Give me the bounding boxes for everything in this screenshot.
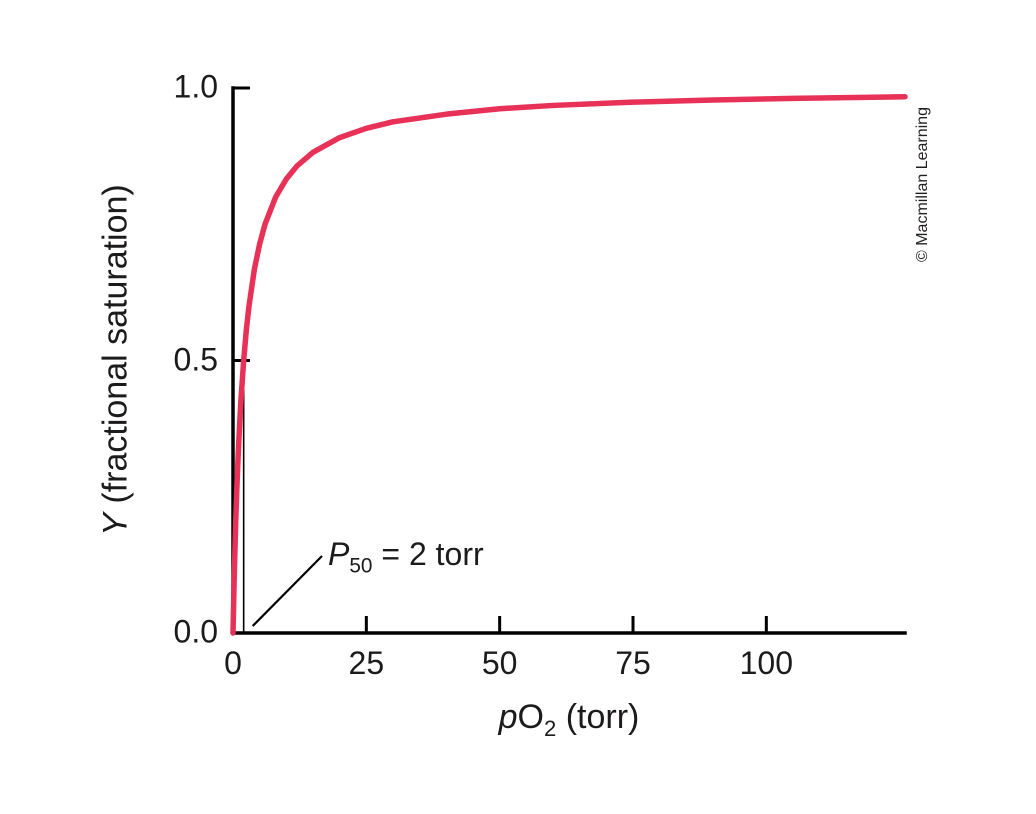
y-tick-label: 0.5	[173, 341, 218, 378]
y-tick-label: 0.0	[173, 613, 218, 650]
x-axis-title-text: (torr)	[556, 698, 640, 736]
x-axis-title: pO2 (torr)	[499, 698, 640, 742]
x-tick-label: 25	[348, 645, 385, 681]
y-tick-label: 1.0	[173, 68, 218, 105]
p50-annotation-symbol: P	[328, 536, 350, 572]
annotation-pointer-line	[251, 555, 323, 627]
x-tick-label: 50	[481, 645, 518, 681]
x-axis-title-subscript: 2	[543, 715, 557, 741]
saturation-curve	[230, 93, 908, 636]
x-tick-label: 0	[224, 645, 242, 681]
p50-annotation: P50 = 2 torr	[328, 536, 484, 578]
x-axis-title-base: O	[517, 698, 544, 736]
x-axis-title-symbol: p	[498, 698, 518, 736]
y-axis-title: Y (fractional saturation)	[97, 184, 136, 536]
p50-annotation-text: = 2 torr	[372, 536, 484, 572]
copyright-credit: © Macmillan Learning	[914, 107, 931, 262]
y-axis-title-symbol: Y	[96, 513, 135, 536]
p50-annotation-subscript: 50	[349, 554, 373, 578]
y-axis-title-text: (fractional saturation)	[96, 184, 135, 514]
x-tick-label: 75	[615, 645, 651, 681]
x-tick-label: 100	[739, 645, 794, 681]
